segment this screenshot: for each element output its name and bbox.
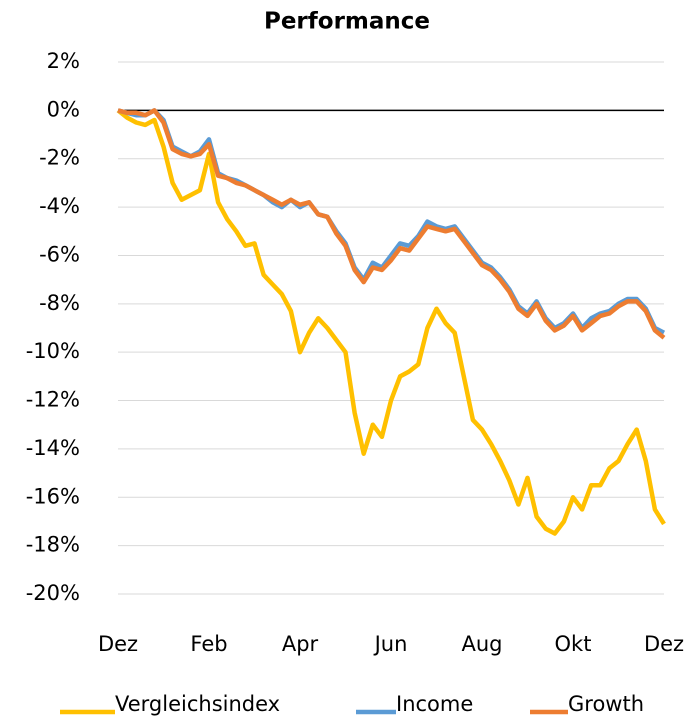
y-tick-label: 0% — [47, 97, 80, 121]
series-line — [117, 108, 666, 340]
x-tick-label: Dez — [98, 632, 138, 656]
y-tick-label: -10% — [26, 339, 80, 363]
y-tick-label: -4% — [39, 194, 80, 218]
x-tick-label: Aug — [461, 632, 502, 656]
x-tick-label: Okt — [555, 632, 592, 656]
x-tick-label: Feb — [190, 632, 227, 656]
y-tick-label: -18% — [26, 533, 80, 557]
legend-label: Vergleichsindex — [115, 692, 280, 716]
series-line — [116, 108, 666, 536]
x-tick-label: Apr — [282, 632, 319, 656]
chart-title: Performance — [264, 9, 430, 35]
y-tick-label: -20% — [26, 581, 80, 605]
y-tick-label: -12% — [26, 388, 80, 412]
legend-label: Growth — [568, 692, 644, 716]
series-line — [117, 108, 666, 335]
y-tick-label: -2% — [39, 146, 80, 170]
legend-label: Income — [396, 692, 473, 716]
y-tick-label: -14% — [26, 436, 80, 460]
x-tick-label: Dez — [644, 632, 684, 656]
y-tick-label: 2% — [47, 49, 80, 73]
x-tick-label: Jun — [373, 632, 408, 656]
y-tick-label: -6% — [39, 242, 80, 266]
y-tick-label: -8% — [39, 291, 80, 315]
y-tick-label: -16% — [26, 484, 80, 508]
